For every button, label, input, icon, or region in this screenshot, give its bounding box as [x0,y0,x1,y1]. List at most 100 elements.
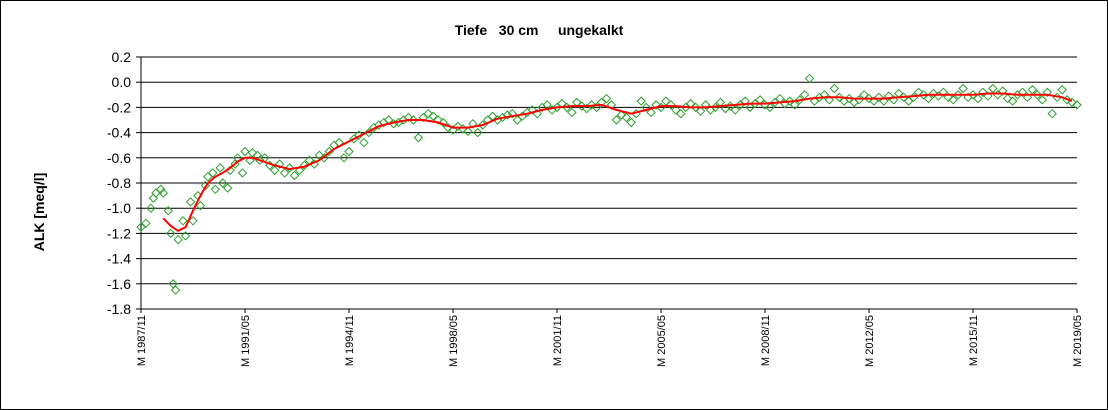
data-point [156,184,166,195]
data-point [586,100,597,110]
data-point [1017,87,1028,97]
data-point [968,90,978,100]
data-point [824,95,835,105]
data-point [141,218,151,229]
data-point [146,203,156,213]
data-point [438,117,448,128]
x-tick-label: M 2015/11 [968,315,980,366]
data-point [903,96,914,106]
plot-area: 0.2 0.0 -0.2 -0.4 -0.6 -0.8 -1.0 -1.2 -1.4 -1.6 -1… [107,49,1084,367]
data-point [690,102,701,113]
data-point [158,188,168,198]
data-point [918,90,929,100]
data-point [208,168,218,178]
chart-title: Tiefe 30 cm ungekalkt [455,22,624,38]
data-point [403,112,414,123]
data-point [274,159,285,169]
data-point [740,96,750,106]
data-point [809,96,820,106]
data-point [765,102,775,113]
data-point [790,100,800,110]
data-point [646,107,656,118]
data-point [418,112,428,123]
data-point [527,105,537,115]
data-point [413,132,424,143]
data-point [237,168,248,178]
data-point [671,105,681,115]
data-point [1047,108,1057,119]
data-point [247,148,258,158]
y-tick-label: -0.6 [107,150,131,166]
data-point [173,234,183,245]
data-point [203,171,213,182]
y-tick-label: -0.4 [107,125,131,141]
data-point [641,102,651,113]
y-tick-label: -1.0 [107,200,131,216]
data-point [730,105,740,115]
data-point [210,184,220,195]
data-point [923,93,934,104]
data-point [611,115,622,125]
data-point [433,115,443,125]
data-point [953,90,963,100]
data-point [998,86,1008,96]
y-tick-label: -1.2 [107,225,131,241]
data-point [473,127,483,138]
data-point [1022,92,1033,103]
x-tick-label: M 2019/05 [1072,315,1084,367]
data-point [245,155,255,166]
data-point [448,125,458,135]
data-point [185,197,196,207]
y-tick-label: -0.2 [107,99,131,115]
data-point [423,108,433,119]
data-point [651,100,661,110]
data-point [279,168,290,178]
data-point [988,83,998,94]
data-point [319,153,329,163]
data-point [869,96,879,106]
data-point [834,92,844,103]
data-point [621,112,632,123]
data-point [151,188,161,198]
data-point [1002,93,1013,104]
data-point [794,95,805,105]
data-point [166,228,176,239]
data-point [874,92,884,103]
data-point [148,193,159,203]
data-point [1007,96,1018,106]
x-tick-label: M 2012/05 [864,315,876,367]
data-point [222,183,233,193]
data-point [943,92,953,103]
y-tick-label: -1.8 [107,301,131,317]
data-point [428,111,438,121]
data-point [178,216,188,226]
data-point [819,90,830,100]
data-point [1037,95,1048,105]
data-point [700,100,711,110]
data-point [215,163,225,173]
data-point [289,170,300,181]
data-point [552,102,562,113]
data-point [339,153,349,163]
data-point [695,106,706,116]
data-point [453,121,463,132]
data-point [626,117,636,128]
data-point [993,90,1003,100]
data-point [136,222,146,232]
x-tick-label: M 1987/11 [136,315,148,366]
data-point [344,146,354,157]
data-point [408,115,419,125]
x-tick-label: M 2005/05 [656,315,668,367]
data-point [168,279,178,289]
data-point [958,83,968,94]
y-tick-label: -1.4 [107,251,131,267]
data-point [240,146,250,157]
data-point [195,200,206,211]
data-point [770,97,780,108]
x-tick-label: M 1994/11 [344,315,356,366]
data-point [978,87,988,97]
data-point [596,97,607,108]
data-point [884,91,894,101]
data-point [829,83,840,94]
